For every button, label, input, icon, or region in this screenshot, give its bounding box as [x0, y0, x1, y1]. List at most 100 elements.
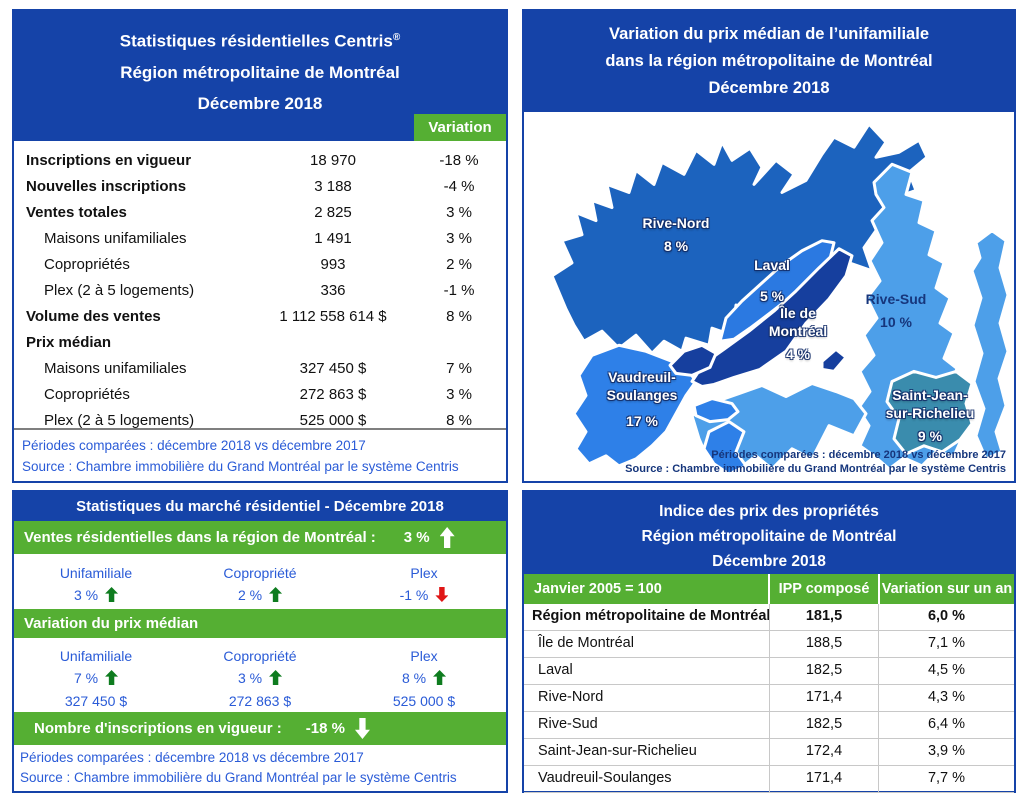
region-name: Rive-Sud	[865, 291, 927, 307]
column-label: Copropriété	[223, 565, 297, 581]
ipp-value: 171,4	[769, 685, 878, 711]
table-row: Nouvelles inscriptions 3 188 -4 %	[14, 174, 506, 200]
map-region-label: Rive-Sud 10 %	[866, 290, 927, 331]
sales-summary-label: Ventes résidentielles dans la région de …	[24, 529, 376, 546]
region-name: Soulanges	[606, 387, 678, 403]
row-label: Plex (2 à 5 logements)	[44, 412, 195, 429]
up-arrow-icon	[269, 670, 283, 685]
table-row: Plex (2 à 5 logements) 525 000 $ 8 %	[14, 408, 506, 434]
ipp-region: Île de Montréal	[538, 635, 634, 651]
row-value: 336	[320, 282, 346, 299]
region-montreal-island-shape	[690, 247, 854, 388]
table-row: Inscriptions en vigueur 18 970 -18 %	[14, 148, 506, 174]
region-rive-sud-east-strip	[970, 229, 1010, 461]
ipp-region: Vaudreuil-Soulanges	[538, 770, 672, 786]
ipp-value: 181,5	[769, 604, 878, 630]
ipp-value: 172,4	[769, 739, 878, 765]
row-variation	[412, 330, 506, 356]
table-row: Copropriétés 993 2 %	[14, 252, 506, 278]
map-title-line2: dans la région métropolitaine de Montréa…	[605, 52, 933, 70]
map-title: Variation du prix médian de l’unifamilia…	[524, 11, 1014, 112]
row-label: Plex (2 à 5 logements)	[44, 282, 195, 299]
ipp-row: Rive-Sud 182,5 6,4 %	[524, 712, 1014, 739]
table-row: Ventes totales 2 825 3 %	[14, 200, 506, 226]
periods-compared-note: Périodes comparées : décembre 2018 vs dé…	[20, 750, 364, 765]
down-arrow-icon	[435, 587, 449, 602]
up-arrow-icon	[105, 670, 119, 685]
ipp-value: 171,4	[769, 766, 878, 792]
periods-compared-note: Périodes comparées : décembre 2018 vs dé…	[22, 438, 366, 453]
map-region-label: Saint-Jean-sur-Richelieu 9 %	[886, 386, 975, 445]
stats-title-line2: Région métropolitaine de Montréal	[120, 62, 400, 82]
map-title-line1: Variation du prix médian de l’unifamilia…	[609, 25, 929, 43]
column-label: Unifamiliale	[59, 648, 133, 664]
ipp-variation: 3,9 %	[878, 739, 1014, 765]
panel-residential-stats: Statistiques résidentielles Centris® Rég…	[12, 9, 508, 483]
row-variation: -18 %	[439, 152, 479, 169]
region-rive-nord-shape	[550, 122, 929, 355]
ipp-col-variation: Variation sur un an	[880, 574, 1014, 604]
row-value: 18 970	[310, 152, 356, 169]
ipp-row: Vaudreuil-Soulanges 171,4 7,7 %	[524, 766, 1014, 793]
ipp-region: Rive-Sud	[538, 716, 598, 732]
map-region-label: Vaudreuil- Soulanges 17 %	[607, 368, 678, 430]
inscriptions-value: -18 %	[305, 720, 345, 737]
row-value: 1 112 558 614 $	[279, 308, 387, 325]
row-value: 272 863 $	[299, 386, 367, 403]
column-percent: 8 %	[342, 667, 506, 690]
price-columns: Unifamiliale 7 % 327 450 $ Copropriété 3 % 27…	[14, 638, 506, 712]
row-variation: -4 %	[443, 178, 475, 195]
row-value	[254, 330, 412, 356]
market-column: Copropriété 2 %	[178, 562, 342, 609]
ipp-row: Saint-Jean-sur-Richelieu 172,4 3,9 %	[524, 739, 1014, 766]
up-arrow-icon	[433, 670, 447, 685]
row-variation: 8 %	[446, 412, 472, 429]
row-variation: 2 %	[446, 256, 472, 273]
ipp-title: Indice des prix des propriétés Région mé…	[524, 492, 1014, 574]
source-note: Source : Chambre immobilière du Grand Mo…	[22, 459, 459, 474]
ipp-table-body: Région métropolitaine de Montréal 181,5 6,…	[524, 604, 1014, 793]
ipp-variation: 4,3 %	[878, 685, 1014, 711]
region-value: 17 %	[626, 413, 658, 429]
source-note: Source : Chambre immobilière du Grand Mo…	[20, 770, 457, 785]
row-value: 525 000 $	[299, 412, 367, 429]
stats-table: Inscriptions en vigueur 18 970 -18 % Nouvel…	[14, 141, 506, 434]
region-value: 9 %	[917, 428, 943, 444]
row-label: Maisons unifamiliales	[44, 230, 187, 247]
map-source-note: Source : Chambre immobilière du Grand Mo…	[625, 463, 1006, 475]
row-value: 3 188	[314, 178, 352, 195]
column-percent: 7 %	[14, 667, 178, 690]
ipp-col-composite: IPP composé	[770, 574, 878, 604]
stats-footer: Périodes comparées : décembre 2018 vs dé…	[14, 428, 506, 481]
column-label: Plex	[410, 565, 438, 581]
stats-title-line1: Statistiques résidentielles Centris®	[119, 31, 401, 51]
market-column: Unifamiliale 7 % 327 450 $	[14, 645, 178, 712]
ipp-row: Rive-Nord 171,4 4,3 %	[524, 685, 1014, 712]
row-label: Copropriétés	[44, 256, 130, 273]
ipp-table-header: Janvier 2005 = 100 IPP composé Variation…	[524, 574, 1014, 604]
map-region-label: Rive-Nord 8 %	[643, 214, 710, 255]
region-vaudreuil-islet	[692, 397, 740, 424]
median-price-bar: Variation du prix médian	[14, 609, 506, 638]
ipp-row: Laval 182,5 4,5 %	[524, 658, 1014, 685]
row-value: 2 825	[314, 204, 352, 221]
map-svg	[550, 122, 1010, 476]
column-price: 525 000 $	[392, 693, 456, 709]
row-label: Prix médian	[26, 334, 112, 351]
region-name: Rive-Nord	[642, 215, 710, 231]
column-label: Plex	[410, 648, 438, 664]
row-value: 1 491	[314, 230, 352, 247]
stats-title-line3: Décembre 2018	[197, 93, 323, 113]
row-variation: 3 %	[446, 204, 472, 221]
ipp-region: Saint-Jean-sur-Richelieu	[538, 743, 697, 759]
ipp-title-line2: Région métropolitaine de Montréal	[641, 528, 897, 545]
ipp-value: 182,5	[769, 658, 878, 684]
ipp-variation: 7,1 %	[878, 631, 1014, 657]
map-footnote: Périodes comparées : décembre 2018 vs dé…	[625, 448, 1006, 476]
region-name: sur-Richelieu	[885, 405, 975, 421]
ipp-row: Région métropolitaine de Montréal 181,5 6,…	[524, 604, 1014, 631]
ipp-col-base: Janvier 2005 = 100	[524, 574, 768, 604]
row-variation: -1 %	[443, 282, 475, 299]
table-row: Maisons unifamiliales 1 491 3 %	[14, 226, 506, 252]
